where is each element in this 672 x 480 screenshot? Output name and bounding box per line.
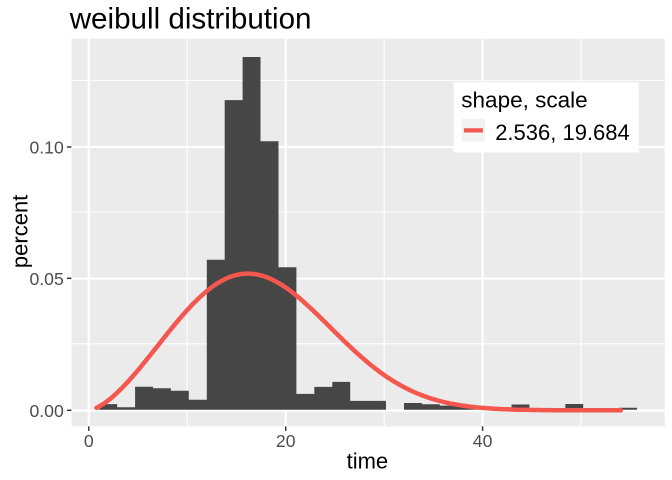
- svg-text:2.536, 19.684: 2.536, 19.684: [495, 120, 630, 145]
- svg-text:time: time: [347, 449, 389, 474]
- svg-text:percent: percent: [8, 195, 33, 268]
- svg-text:0: 0: [84, 431, 94, 451]
- svg-text:40: 40: [473, 431, 493, 451]
- svg-text:0.05: 0.05: [30, 269, 64, 289]
- svg-text:shape, scale: shape, scale: [461, 87, 587, 112]
- svg-text:0.00: 0.00: [30, 401, 64, 421]
- svg-text:0.10: 0.10: [30, 138, 64, 158]
- svg-text:20: 20: [276, 431, 296, 451]
- svg-text:weibull distribution: weibull distribution: [69, 3, 312, 36]
